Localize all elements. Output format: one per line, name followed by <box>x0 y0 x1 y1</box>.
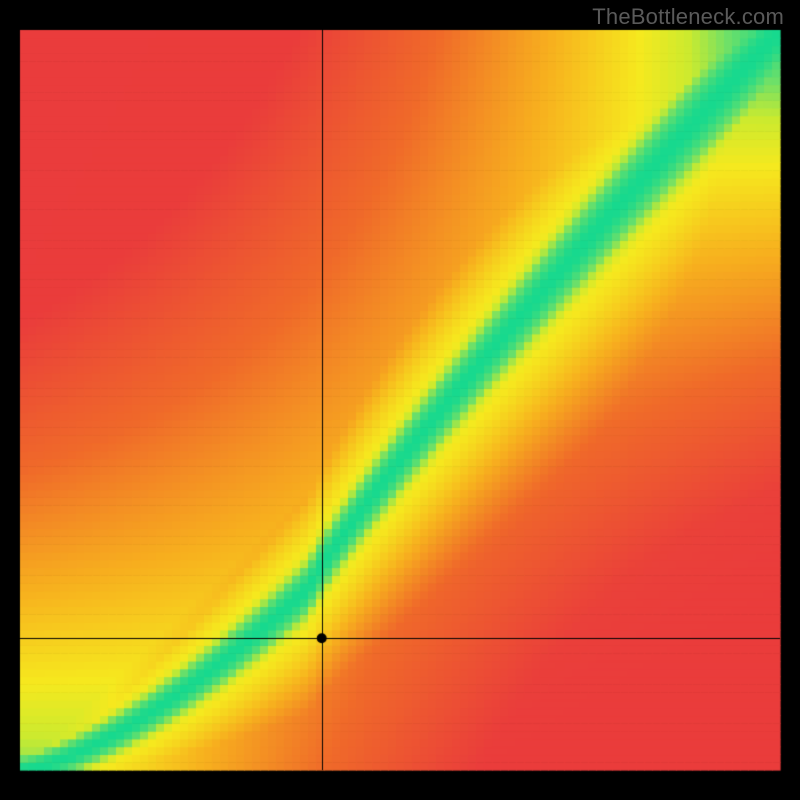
bottleneck-heatmap <box>0 0 800 800</box>
watermark-text: TheBottleneck.com <box>592 4 784 30</box>
